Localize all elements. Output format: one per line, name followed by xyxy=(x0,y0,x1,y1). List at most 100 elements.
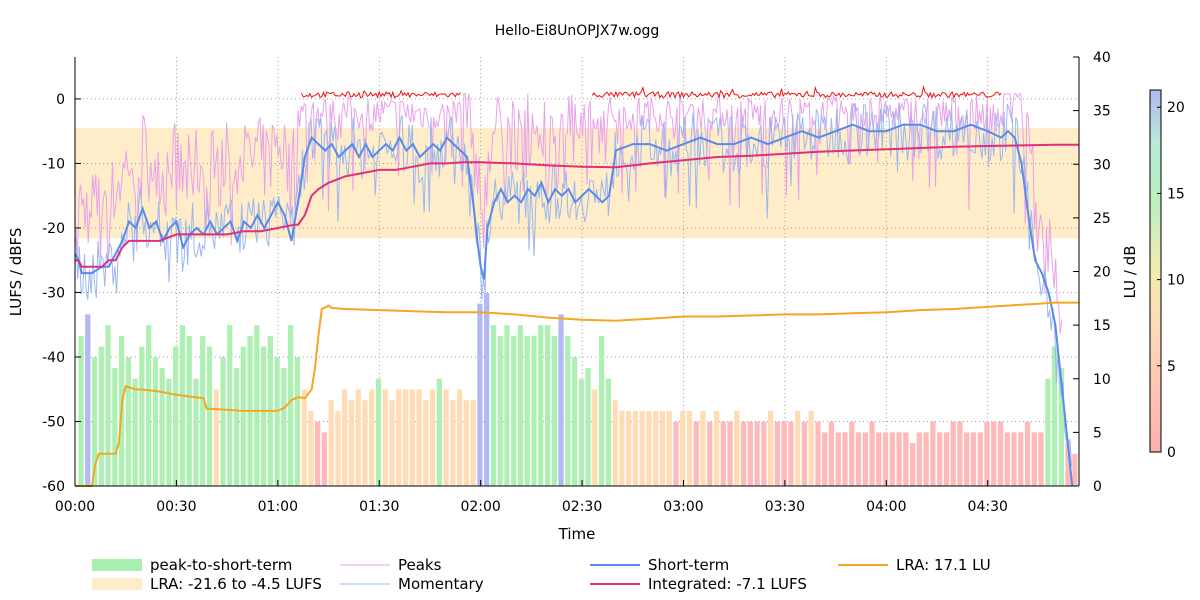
bar xyxy=(781,421,787,486)
y2-axis-label: LU / dB xyxy=(1121,246,1139,299)
colorbar: 0 5 10 15 20 xyxy=(1149,89,1185,461)
bar xyxy=(240,346,246,486)
bar xyxy=(524,335,530,486)
bar xyxy=(301,389,307,486)
y-tick-label: -20 xyxy=(42,221,65,237)
bar xyxy=(842,432,848,486)
bar xyxy=(626,410,632,486)
bar xyxy=(490,325,497,486)
bar xyxy=(416,389,422,486)
bar xyxy=(294,357,300,486)
bar xyxy=(152,357,159,486)
bar xyxy=(828,421,835,486)
y2-tick-label: 35 xyxy=(1093,104,1111,120)
bar xyxy=(882,432,889,486)
bar xyxy=(281,368,287,486)
bar xyxy=(85,314,91,486)
bar xyxy=(362,400,368,486)
bar xyxy=(456,389,463,486)
y-tick-label: -10 xyxy=(42,156,65,172)
bar xyxy=(619,410,625,486)
colorbar-tick-label: 5 xyxy=(1167,359,1176,375)
true-peaks xyxy=(301,84,1002,99)
legend-label-peaks: Peaks xyxy=(398,556,442,574)
bar xyxy=(903,432,909,486)
x-tick-label: 03:00 xyxy=(663,499,703,515)
bar xyxy=(761,421,767,486)
bar xyxy=(1072,453,1078,486)
bar xyxy=(822,432,828,486)
bar xyxy=(287,325,294,486)
true-peak-line xyxy=(301,89,461,99)
bar xyxy=(423,400,429,486)
bar xyxy=(355,389,361,486)
bar xyxy=(964,432,970,486)
bar xyxy=(909,443,916,486)
bar xyxy=(382,389,388,486)
bar xyxy=(1065,443,1071,486)
bar xyxy=(443,389,449,486)
y-axis-label: LUFS / dBFS xyxy=(7,228,25,317)
bar xyxy=(1024,421,1031,486)
bar xyxy=(1031,432,1037,486)
bar xyxy=(159,368,165,486)
bar xyxy=(402,389,409,486)
bar xyxy=(808,410,814,486)
bar xyxy=(1018,432,1024,486)
bar xyxy=(213,389,219,486)
colorbar-tick-label: 0 xyxy=(1167,445,1176,461)
y-tick-label: 0 xyxy=(56,92,65,108)
bar xyxy=(855,432,862,486)
bar xyxy=(396,389,402,486)
bar xyxy=(308,410,314,486)
y2-tick-label: 40 xyxy=(1093,50,1111,66)
bar xyxy=(666,410,672,486)
x-tick-label: 00:00 xyxy=(55,499,95,515)
true-peak-line xyxy=(591,84,1002,99)
bar xyxy=(686,410,693,486)
momentary-line xyxy=(75,103,1073,467)
x-tick-label: 02:00 xyxy=(460,499,500,515)
bar xyxy=(233,368,240,486)
bar xyxy=(801,421,808,486)
bar xyxy=(206,346,213,486)
bar xyxy=(991,421,997,486)
bar xyxy=(497,335,503,486)
bar xyxy=(179,325,186,486)
bar xyxy=(916,432,922,486)
bar xyxy=(598,335,605,486)
bar xyxy=(815,421,821,486)
bar xyxy=(186,335,192,486)
x-tick-label: 04:00 xyxy=(866,499,906,515)
grid xyxy=(75,57,1079,486)
bar xyxy=(139,346,145,486)
legend-label-lra: LRA: 17.1 LU xyxy=(896,556,991,574)
x-tick-label: 03:30 xyxy=(765,499,805,515)
bar xyxy=(463,400,470,486)
short-term-line xyxy=(74,123,1074,487)
legend-label-integrated: Integrated: -7.1 LUFS xyxy=(648,575,807,593)
x-axis-label: Time xyxy=(558,525,596,543)
bar xyxy=(375,378,382,486)
bar xyxy=(477,303,483,486)
y2-tick-label: 30 xyxy=(1093,157,1111,173)
y2-tick-label: 0 xyxy=(1093,479,1102,495)
bar xyxy=(166,378,172,486)
bar xyxy=(957,421,963,486)
bar xyxy=(788,421,794,486)
colorbar-tick-label: 20 xyxy=(1167,100,1185,116)
bar xyxy=(720,421,726,486)
bar xyxy=(571,357,578,486)
bar xyxy=(369,389,375,486)
bar xyxy=(132,378,138,486)
bar xyxy=(795,410,801,486)
bar xyxy=(558,314,564,486)
bar xyxy=(680,410,686,486)
bar xyxy=(930,421,936,486)
bar xyxy=(937,432,943,486)
bar xyxy=(639,410,645,486)
bar xyxy=(254,325,260,486)
bar xyxy=(112,368,118,486)
bar xyxy=(98,346,104,486)
bar xyxy=(348,400,355,486)
